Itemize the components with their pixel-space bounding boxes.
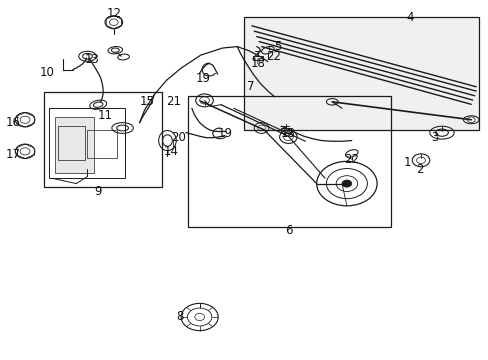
Text: 15: 15 (139, 95, 154, 108)
Text: 7: 7 (246, 80, 254, 93)
Bar (281, 129, 290, 133)
Text: 18: 18 (250, 57, 264, 70)
Text: 13: 13 (85, 53, 100, 66)
Text: 18: 18 (281, 127, 295, 140)
Text: 14: 14 (163, 145, 179, 158)
Bar (49, 108, 125, 178)
Circle shape (341, 180, 351, 187)
Bar (253, 55, 263, 60)
Text: 5: 5 (273, 40, 281, 53)
Text: 2: 2 (415, 163, 423, 176)
Text: 21: 21 (166, 95, 181, 108)
Text: 19: 19 (195, 72, 210, 85)
Text: 11: 11 (98, 109, 113, 122)
Text: 6: 6 (284, 224, 291, 238)
Bar (188, 96, 390, 226)
Text: 20: 20 (171, 131, 186, 144)
Text: 22: 22 (265, 50, 281, 63)
Text: 1: 1 (403, 156, 411, 169)
Bar (58, 126, 85, 160)
Text: 9: 9 (94, 185, 102, 198)
Text: 10: 10 (40, 66, 54, 79)
Text: 19: 19 (217, 127, 232, 140)
Bar (43, 92, 161, 187)
Text: 8: 8 (176, 310, 183, 324)
Bar (244, 17, 478, 130)
Text: 12: 12 (106, 8, 121, 21)
Text: 3: 3 (430, 131, 437, 144)
Text: 22: 22 (344, 153, 359, 166)
Bar (87, 130, 117, 158)
Bar (55, 117, 94, 173)
Text: 17: 17 (5, 148, 20, 161)
Text: 16: 16 (5, 116, 20, 129)
Text: 4: 4 (406, 12, 413, 24)
